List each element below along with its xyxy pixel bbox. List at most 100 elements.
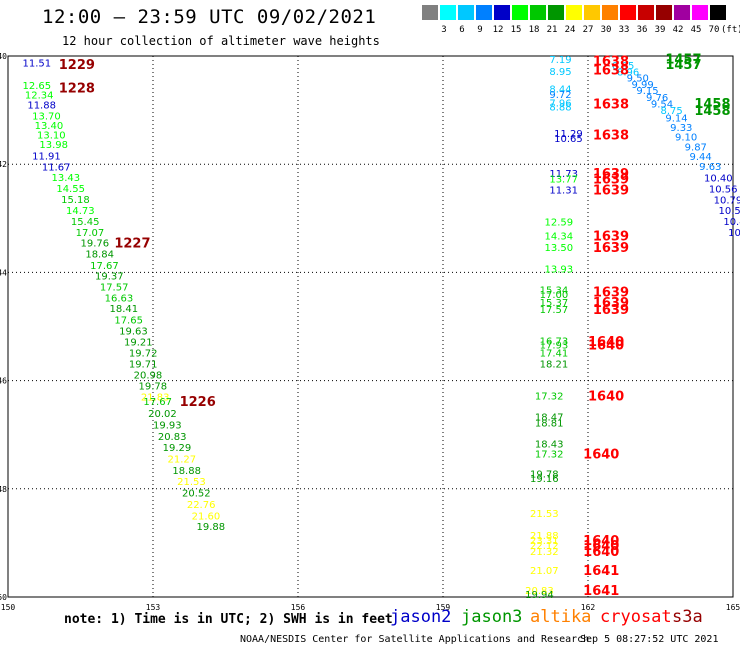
swh-value: 20.83 xyxy=(525,586,554,597)
swh-value: 10.56 xyxy=(709,185,738,196)
swh-value: 13.10 xyxy=(37,130,66,141)
time-label: 1639 xyxy=(593,241,629,256)
legend-tick-label: 15 xyxy=(510,25,522,35)
x-tick-label: 165 xyxy=(726,603,740,612)
legend-swatch xyxy=(440,5,456,20)
swh-value: 11.29 xyxy=(554,129,583,140)
legend-tick-label: 3 xyxy=(441,25,447,35)
swh-value: 17.57 xyxy=(100,282,129,293)
swh-value: 14.55 xyxy=(56,184,85,195)
swh-value: 18.88 xyxy=(172,466,201,477)
swh-value: 10.4 xyxy=(723,217,740,228)
swh-value: 9.14 xyxy=(665,114,687,125)
swh-value: 17.41 xyxy=(540,348,569,359)
time-label: 1457 xyxy=(665,58,701,73)
x-tick-label: 153 xyxy=(146,603,161,612)
legend-swatch xyxy=(584,5,600,20)
satellite-label-jason2: jason2 xyxy=(390,607,452,627)
swh-value: 9.10 xyxy=(675,133,697,144)
swh-value: 21.53 xyxy=(530,509,559,520)
y-tick-label: 48 xyxy=(0,485,7,494)
swh-value: 13.50 xyxy=(545,243,574,254)
time-label: 1458 xyxy=(694,104,730,119)
y-tick-label: 44 xyxy=(0,268,7,277)
time-label: 1639 xyxy=(593,303,629,318)
x-tick-label: 150 xyxy=(1,603,16,612)
swh-value: 9.54 xyxy=(651,100,673,111)
satellite-label-cryosat: cryosat xyxy=(600,607,672,627)
time-label: 1639 xyxy=(593,172,629,187)
swh-value: 17.32 xyxy=(535,392,564,403)
swh-value: 13.93 xyxy=(545,265,574,276)
swh-value: 11.51 xyxy=(23,58,52,69)
y-tick-label: 46 xyxy=(0,377,7,386)
swh-value: 23.31 xyxy=(530,536,559,547)
x-tick-label: 162 xyxy=(581,603,596,612)
swh-value: 11.73 xyxy=(549,169,578,180)
swh-value: 17.67 xyxy=(90,261,119,272)
swh-value: 20.98 xyxy=(134,371,163,382)
satellite-label-jason3: jason3 xyxy=(461,607,523,627)
page-title: 12:00 — 23:59 UTC 09/02/2021 xyxy=(42,6,377,28)
time-label: 1640 xyxy=(588,338,624,353)
swh-value: 10.2 xyxy=(728,228,740,239)
time-label: 1227 xyxy=(114,237,150,252)
time-label: 1638 xyxy=(593,64,629,79)
swh-value: 10.65 xyxy=(554,134,583,145)
time-label: 1639 xyxy=(593,167,629,182)
timestamp: Sep 5 08:27:52 UTC 2021 xyxy=(580,634,719,645)
y-tick-label: 42 xyxy=(0,160,7,169)
swh-value: 17.65 xyxy=(114,315,143,326)
swh-value: 11.67 xyxy=(42,162,71,173)
swh-value: 21.32 xyxy=(530,547,559,558)
legend-tick-label: 18 xyxy=(528,25,540,35)
swh-value: 19.88 xyxy=(197,522,226,533)
plot-frame xyxy=(7,55,734,598)
footnote: note: 1) Time is in UTC; 2) SWH is in fe… xyxy=(64,612,393,627)
swh-value: 16.63 xyxy=(105,293,134,304)
swh-value: 9.63 xyxy=(699,162,721,173)
legend-tick-label: 42 xyxy=(672,25,684,35)
swh-value: 8.95 xyxy=(549,67,571,78)
swh-value: 13.77 xyxy=(549,174,578,185)
swh-value: 14.34 xyxy=(545,232,574,243)
swh-value: 9.15 xyxy=(636,86,658,97)
swh-value: 8.75 xyxy=(661,106,683,117)
swh-value: 9.76 xyxy=(646,93,668,104)
satellite-label-altika: altika xyxy=(530,607,592,627)
time-label: 1639 xyxy=(593,230,629,245)
time-label: 1638 xyxy=(593,54,629,69)
satellite-label-s3a: s3a xyxy=(672,607,703,627)
swh-value: 22.76 xyxy=(187,500,216,511)
swh-value: 20.02 xyxy=(148,409,177,420)
legend-swatch xyxy=(494,5,510,20)
swh-value: 19.78 xyxy=(139,381,168,392)
legend-tick-label: 27 xyxy=(582,25,594,35)
swh-value: 19.63 xyxy=(119,326,148,337)
swh-value: 19.37 xyxy=(95,272,124,283)
legend-swatch xyxy=(620,5,636,20)
swh-value: 18.81 xyxy=(535,418,564,429)
legend-unit: (ft) xyxy=(721,25,740,35)
swh-value: 9.72 xyxy=(549,90,571,101)
swh-value: 9.99 xyxy=(632,80,654,91)
legend-swatch xyxy=(638,5,654,20)
y-tick-label: 50 xyxy=(0,593,7,602)
legend-swatch xyxy=(476,5,492,20)
legend-tick-label: 24 xyxy=(564,25,576,35)
swh-value: 11.88 xyxy=(27,101,56,112)
legend-swatch xyxy=(602,5,618,20)
legend-swatch xyxy=(458,5,474,20)
time-label: 1228 xyxy=(59,81,95,96)
swh-value: 22.12 xyxy=(530,541,559,552)
swh-value: 19.71 xyxy=(129,359,158,370)
legend-swatch xyxy=(710,5,726,20)
swh-value: 17.93 xyxy=(540,340,569,351)
swh-value: 21.07 xyxy=(530,566,559,577)
time-label: 1641 xyxy=(583,584,619,599)
swh-value: 18.84 xyxy=(85,249,114,260)
swh-value: 19.21 xyxy=(124,338,153,349)
time-label: 1640 xyxy=(583,539,619,554)
legend-swatch xyxy=(566,5,582,20)
